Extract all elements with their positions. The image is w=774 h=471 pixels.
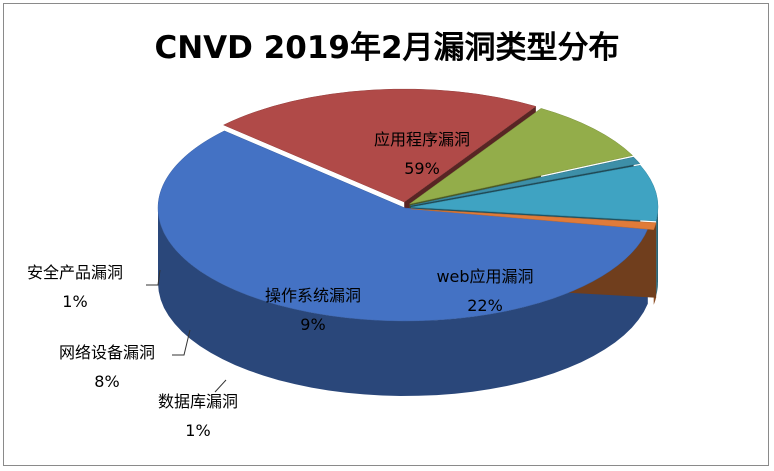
slice-os-top — [409, 108, 634, 205]
slice-application-top — [157, 130, 649, 322]
slice-web-app-top — [222, 88, 537, 203]
slice-labels: 应用程序漏洞 59% web应用漏洞 22% 操作系统漏洞 9% 数据库漏洞 1% 网络设备漏洞… — [27, 130, 534, 440]
leader-security-product — [146, 269, 161, 286]
label-os-name: 操作系统漏洞 — [265, 286, 361, 305]
label-network-device-name: 网络设备漏洞 — [59, 343, 155, 362]
label-database-name: 数据库漏洞 — [158, 392, 238, 411]
slice-security-product-top — [410, 208, 657, 230]
slice-network-device-side — [656, 207, 658, 296]
label-security-product-value: 1% — [62, 292, 87, 311]
slice-application-side — [158, 208, 648, 396]
label-application-value: 59% — [404, 159, 440, 178]
leader-network-device — [172, 329, 191, 356]
label-network-device-value: 8% — [94, 372, 119, 391]
slice-database-top — [410, 156, 641, 206]
label-web-app-name: web应用漏洞 — [436, 267, 533, 286]
leader-database — [214, 379, 227, 393]
leader-lines — [146, 269, 227, 393]
chart-title: CNVD 2019年2月漏洞类型分布 — [154, 30, 620, 66]
label-database-value: 1% — [185, 421, 210, 440]
label-application-name: 应用程序漏洞 — [374, 130, 470, 149]
label-os-value: 9% — [300, 315, 325, 334]
pie-tops — [157, 88, 659, 322]
slice-network-device-top — [410, 165, 659, 222]
label-web-app-value: 22% — [467, 296, 503, 315]
label-security-product-name: 安全产品漏洞 — [27, 263, 123, 282]
